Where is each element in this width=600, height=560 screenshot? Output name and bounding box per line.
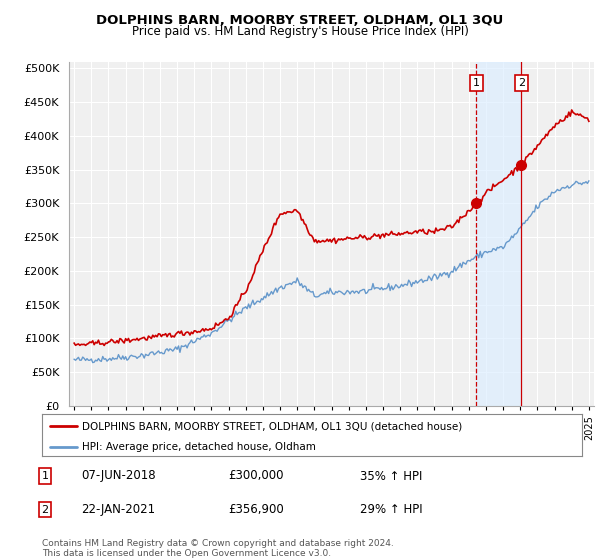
Text: £300,000: £300,000 [228,469,284,483]
Text: 35% ↑ HPI: 35% ↑ HPI [360,469,422,483]
Text: DOLPHINS BARN, MOORBY STREET, OLDHAM, OL1 3QU: DOLPHINS BARN, MOORBY STREET, OLDHAM, OL… [97,14,503,27]
Text: 22-JAN-2021: 22-JAN-2021 [81,503,155,516]
Text: HPI: Average price, detached house, Oldham: HPI: Average price, detached house, Oldh… [83,442,316,452]
Bar [476,62,521,406]
Text: Price paid vs. HM Land Registry's House Price Index (HPI): Price paid vs. HM Land Registry's House … [131,25,469,38]
Text: 2: 2 [41,505,49,515]
Text: 1: 1 [41,471,49,481]
Text: 29% ↑ HPI: 29% ↑ HPI [360,503,422,516]
Text: 2: 2 [518,78,525,88]
Text: DOLPHINS BARN, MOORBY STREET, OLDHAM, OL1 3QU (detached house): DOLPHINS BARN, MOORBY STREET, OLDHAM, OL… [83,421,463,431]
Text: 1: 1 [473,78,480,88]
Text: 07-JUN-2018: 07-JUN-2018 [81,469,155,483]
Text: Contains HM Land Registry data © Crown copyright and database right 2024.
This d: Contains HM Land Registry data © Crown c… [42,539,394,558]
Text: £356,900: £356,900 [228,503,284,516]
